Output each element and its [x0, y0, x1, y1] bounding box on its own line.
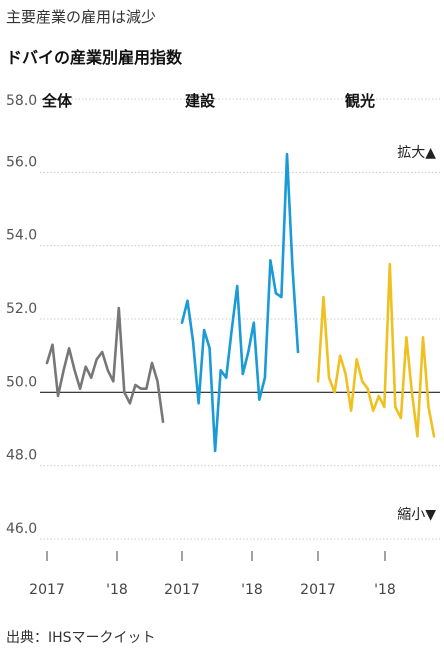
chart-kicker: 主要産業の雇用は減少	[6, 8, 157, 26]
series-line-2	[316, 262, 436, 438]
x-tick-label: 2017	[29, 582, 65, 598]
y-tick-label: 46.0	[6, 521, 37, 537]
x-tick-label: '18	[374, 582, 396, 598]
panel-label: 観光	[345, 92, 375, 110]
y-tick-label: 50.0	[6, 374, 37, 390]
series-line-1	[180, 152, 300, 453]
x-tick-label: 2017	[300, 582, 336, 598]
shrink-annotation: 縮小▼	[397, 507, 436, 523]
y-tick-label: 54.0	[6, 228, 37, 244]
x-tick-label: '18	[241, 582, 263, 598]
panel-label: 全体	[41, 92, 73, 110]
y-tick-label: 58.0	[6, 93, 37, 109]
series-line-0	[45, 306, 165, 424]
panel-label: 建設	[185, 92, 216, 110]
expand-annotation: 拡大▲	[397, 145, 436, 161]
x-tick-label: 2017	[164, 582, 200, 598]
x-tick-label: '18	[106, 582, 128, 598]
chart-title: ドバイの産業別雇用指数	[6, 48, 183, 67]
y-tick-label: 56.0	[6, 154, 37, 170]
y-tick-label: 52.0	[6, 301, 37, 317]
source-note: 出典：IHSマークイット	[6, 630, 156, 646]
y-tick-label: 48.0	[6, 448, 37, 464]
